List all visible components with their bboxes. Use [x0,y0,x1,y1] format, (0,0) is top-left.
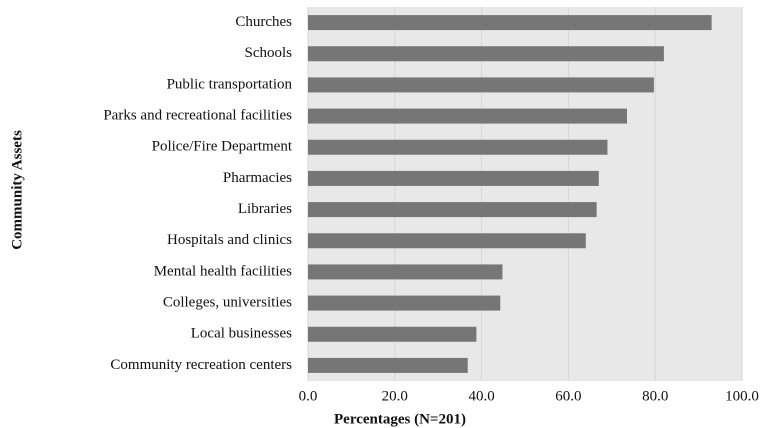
y-tick-label: Schools [244,45,292,61]
bar [308,233,586,249]
y-tick-label: Public transportation [167,76,293,92]
bar [308,326,477,342]
bar [308,202,597,218]
y-axis-title: Community Assets [9,130,25,250]
x-axis-title: Percentages (N=201) [334,411,466,427]
bar [308,15,712,31]
bar [308,46,664,62]
x-tick-label: 20.0 [382,388,408,404]
y-tick-label: Pharmacies [223,170,292,186]
bar [308,264,503,280]
y-tick-label: Parks and recreational facilities [103,108,292,124]
bar [308,357,468,373]
y-tick-label: Churches [235,14,292,30]
x-tick-label: 40.0 [468,388,494,404]
bar [308,108,627,124]
bar [308,77,654,93]
y-tick-label: Community recreation centers [110,357,292,373]
bar [308,295,501,311]
y-tick-label: Colleges, universities [163,295,292,311]
y-tick-label: Local businesses [191,326,292,342]
plot-area [308,7,742,381]
x-tick-label: 80.0 [642,388,668,404]
x-tick-label: 0.0 [299,388,318,404]
bar [308,139,608,155]
y-tick-label: Mental health facilities [154,263,292,279]
x-tick-label: 100.0 [725,388,759,404]
y-tick-label: Hospitals and clinics [167,232,292,248]
y-tick-label: Police/Fire Department [152,139,293,155]
bar [308,170,599,186]
x-tick-label: 60.0 [555,388,581,404]
y-tick-label: Libraries [238,201,292,217]
